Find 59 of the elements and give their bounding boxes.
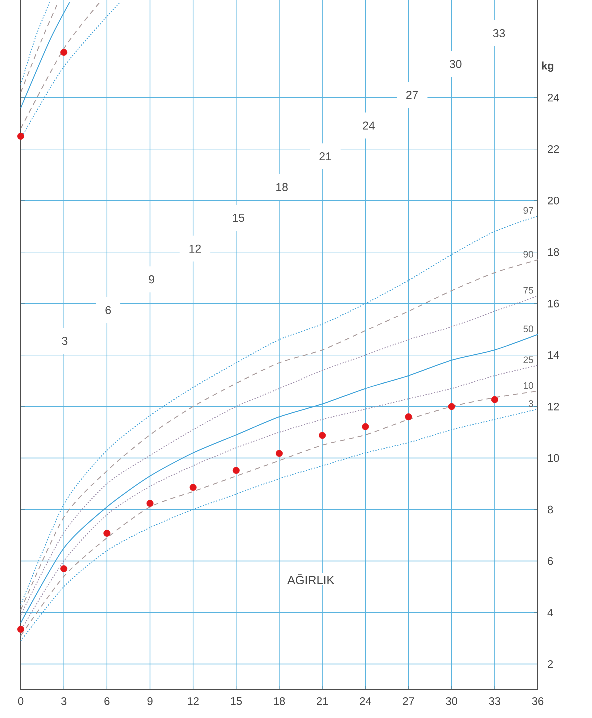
point bbox=[60, 49, 68, 56]
annotation: 21 bbox=[320, 152, 332, 161]
point bbox=[405, 414, 412, 421]
series-label: 25 bbox=[524, 356, 534, 364]
x-tick-label: 6 bbox=[104, 698, 110, 706]
y-tick-label: 12 bbox=[548, 402, 560, 411]
x-tick-label: 0 bbox=[18, 698, 24, 706]
annotation: 30 bbox=[450, 60, 462, 68]
point bbox=[18, 626, 24, 633]
y-tick-label: 2 bbox=[548, 660, 554, 668]
annotation: 18 bbox=[276, 183, 288, 192]
x-tick-label: 9 bbox=[148, 698, 153, 706]
series-label: 3 bbox=[528, 400, 534, 408]
y-tick-label: 14 bbox=[548, 352, 560, 360]
annotation: 27 bbox=[406, 91, 418, 99]
series-label: 10 bbox=[524, 382, 534, 390]
y-axis-title: kg bbox=[542, 62, 554, 72]
annotation: 15 bbox=[233, 214, 245, 222]
annotation: 6 bbox=[106, 306, 112, 314]
annotation: 12 bbox=[190, 244, 202, 253]
point bbox=[60, 566, 68, 572]
point bbox=[491, 396, 498, 404]
x-tick-label: 33 bbox=[489, 698, 501, 706]
point bbox=[232, 467, 240, 474]
point bbox=[319, 432, 326, 440]
annotation: 9 bbox=[149, 276, 154, 284]
text: AĞIRLIK bbox=[288, 574, 335, 585]
point bbox=[448, 403, 456, 410]
y-tick-label: 24 bbox=[548, 94, 560, 102]
y-tick-label: 6 bbox=[548, 557, 554, 566]
y-tick-label: 20 bbox=[548, 196, 560, 205]
series-label: 90 bbox=[524, 251, 534, 258]
x-tick-label: 18 bbox=[274, 698, 286, 706]
x-tick-label: 21 bbox=[317, 698, 328, 706]
series-label: 75 bbox=[524, 287, 534, 294]
point bbox=[104, 530, 111, 537]
x-tick-label: 36 bbox=[532, 698, 544, 706]
series-label: 97 bbox=[524, 207, 534, 214]
y-tick-label: 4 bbox=[548, 609, 554, 617]
y-tick-label: 10 bbox=[548, 454, 560, 462]
point bbox=[362, 423, 370, 430]
x-tick-label: 15 bbox=[231, 698, 242, 706]
point bbox=[190, 484, 197, 492]
x-tick-label: 3 bbox=[61, 698, 67, 706]
x-tick-label: 27 bbox=[403, 698, 414, 706]
y-tick-label: 18 bbox=[548, 248, 560, 256]
y-tick-label: 8 bbox=[548, 506, 554, 514]
point bbox=[276, 450, 283, 458]
x-tick-label: 12 bbox=[188, 698, 199, 706]
y-tick-label: 22 bbox=[548, 146, 560, 154]
x-tick-label: 24 bbox=[360, 698, 372, 706]
annotation: 24 bbox=[363, 122, 375, 130]
y-tick-label: 16 bbox=[548, 300, 560, 308]
point bbox=[18, 132, 24, 140]
point bbox=[146, 500, 154, 508]
annotation: 3 bbox=[62, 337, 68, 346]
x-tick-label: 30 bbox=[446, 698, 458, 706]
series-label: 50 bbox=[524, 326, 534, 333]
annotation: 33 bbox=[493, 29, 506, 38]
